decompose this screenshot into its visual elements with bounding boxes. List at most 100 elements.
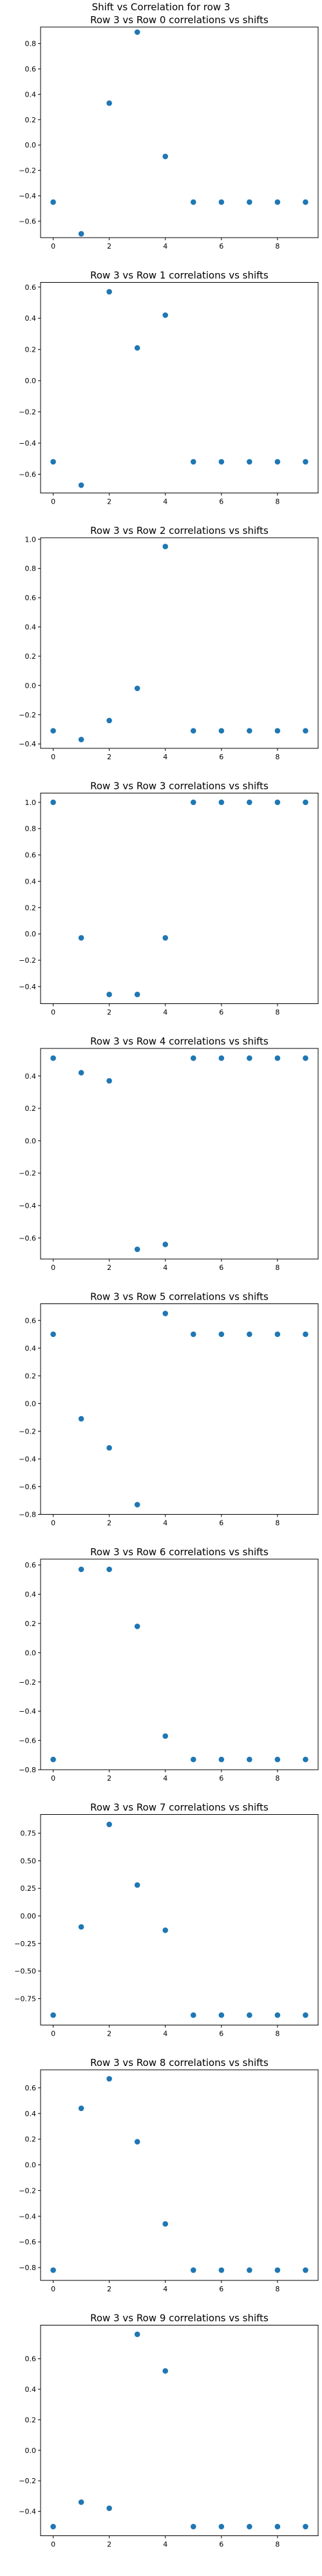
data-point <box>78 1924 84 1930</box>
y-tick-label: 0.6 <box>25 851 37 860</box>
data-point <box>303 199 308 205</box>
subplot-1: Row 3 vs Row 1 correlations vs shifts 0 2 4… <box>19 270 319 506</box>
x-tick-label: 0 <box>51 1264 55 1272</box>
y-tick-label: −0.4 <box>19 1707 36 1716</box>
data-point <box>134 1882 140 1888</box>
data-point <box>190 1331 196 1338</box>
data-point <box>274 799 281 806</box>
axes-frame <box>40 537 319 749</box>
x-tick-label: 6 <box>219 242 223 251</box>
x-tick-label: 4 <box>163 1264 167 1272</box>
x-tick-label: 6 <box>219 2030 223 2038</box>
y-tick-label: −0.8 <box>19 1511 36 1519</box>
subplot-4: Row 3 vs Row 4 correlations vs shifts 0 2 4… <box>19 1036 319 1272</box>
subplot-0: Row 3 vs Row 0 correlations vs shifts 0 2 4… <box>19 14 319 251</box>
x-tick-label: 8 <box>275 753 279 761</box>
data-point <box>106 100 112 106</box>
data-point <box>134 2331 140 2338</box>
data-point <box>50 2267 56 2273</box>
y-tick-label: 0.2 <box>25 116 37 124</box>
y-tick-label: 0.4 <box>25 877 37 886</box>
data-point <box>162 153 169 160</box>
data-point <box>247 1055 252 1061</box>
data-point <box>50 1055 56 1061</box>
y-tick-label: 0.75 <box>21 1830 37 1838</box>
y-tick-label: −0.4 <box>19 983 36 991</box>
data-point <box>303 1055 308 1061</box>
data-point <box>134 29 140 35</box>
data-point <box>247 2012 252 2018</box>
x-tick-label: 0 <box>51 1519 55 1528</box>
y-tick-label: 0.00 <box>21 1912 37 1920</box>
x-tick-label: 0 <box>51 2030 55 2038</box>
x-tick-label: 2 <box>107 498 111 506</box>
x-tick-label: 4 <box>163 753 167 761</box>
y-tick-label: 0.4 <box>25 314 37 323</box>
x-tick-label: 2 <box>107 2541 111 2549</box>
subplot-3: Row 3 vs Row 3 correlations vs shifts 0 2 4… <box>19 781 319 1017</box>
x-tick-label: 0 <box>51 1009 55 1017</box>
data-point <box>50 459 56 465</box>
y-tick-label: 0.0 <box>25 681 37 690</box>
y-tick-label: 0.0 <box>25 2447 37 2455</box>
x-tick-label: 4 <box>163 1774 167 1783</box>
subplot-8: Row 3 vs Row 8 correlations vs shifts 0 2 4… <box>19 2057 319 2293</box>
y-tick-label: 0.4 <box>25 623 37 632</box>
x-tick-label: 8 <box>275 1519 279 1528</box>
y-tick-label: 0.2 <box>25 346 37 354</box>
data-point <box>50 1331 56 1338</box>
data-point <box>218 199 225 205</box>
data-point <box>218 459 225 465</box>
data-point <box>134 1502 140 1508</box>
x-tick-label: 6 <box>219 753 223 761</box>
data-point <box>106 1821 112 1828</box>
data-point <box>162 2221 169 2227</box>
data-point <box>78 737 84 743</box>
data-point <box>134 2139 140 2145</box>
y-tick-label: −0.75 <box>14 1994 36 2003</box>
data-point <box>190 728 196 734</box>
subplot-title: Row 3 vs Row 0 correlations vs shifts <box>90 14 269 26</box>
data-point <box>134 345 140 351</box>
data-point <box>78 231 84 237</box>
data-point <box>274 2267 281 2273</box>
y-tick-label: −0.2 <box>19 2477 36 2485</box>
subplot-title: Row 3 vs Row 4 correlations vs shifts <box>90 1036 269 1047</box>
y-tick-label: 0.4 <box>25 1591 37 1599</box>
y-tick-label: −0.4 <box>19 740 36 748</box>
y-tick-label: 0.4 <box>25 90 37 99</box>
y-tick-label: −0.8 <box>19 2264 36 2272</box>
data-point <box>78 1070 84 1076</box>
y-tick-label: 0.2 <box>25 1104 37 1113</box>
y-tick-label: 0.0 <box>25 1649 37 1657</box>
axes-frame <box>40 282 319 493</box>
x-tick-label: 0 <box>51 242 55 251</box>
data-point <box>274 459 281 465</box>
y-tick-label: −0.4 <box>19 192 36 200</box>
subplot-7: Row 3 vs Row 7 correlations vs shifts 0 2 4… <box>14 1802 319 2038</box>
y-tick-label: 0.4 <box>25 1344 37 1352</box>
data-point <box>106 1444 112 1451</box>
data-point <box>303 728 308 734</box>
data-point <box>134 685 140 692</box>
data-point <box>162 935 169 941</box>
data-point <box>106 991 112 998</box>
data-point <box>274 199 281 205</box>
x-tick-label: 2 <box>107 1264 111 1272</box>
subplot-stack: Row 3 vs Row 0 correlations vs shifts 0 2 4… <box>14 14 319 2549</box>
subplot-title: Row 3 vs Row 5 correlations vs shifts <box>90 1291 269 1303</box>
data-point <box>162 2368 169 2374</box>
x-tick-label: 8 <box>275 1264 279 1272</box>
data-point <box>274 2523 281 2530</box>
data-point <box>303 1331 308 1338</box>
x-tick-label: 2 <box>107 2030 111 2038</box>
x-tick-label: 0 <box>51 753 55 761</box>
y-tick-label: 0.6 <box>25 594 37 602</box>
subplot-2: Row 3 vs Row 2 correlations vs shifts 0 2 4… <box>19 525 319 761</box>
data-point <box>274 728 281 734</box>
y-tick-label: −0.6 <box>19 470 36 478</box>
x-tick-label: 2 <box>107 753 111 761</box>
data-point <box>50 728 56 734</box>
data-point <box>274 2012 281 2018</box>
y-tick-label: 0.6 <box>25 1561 37 1569</box>
